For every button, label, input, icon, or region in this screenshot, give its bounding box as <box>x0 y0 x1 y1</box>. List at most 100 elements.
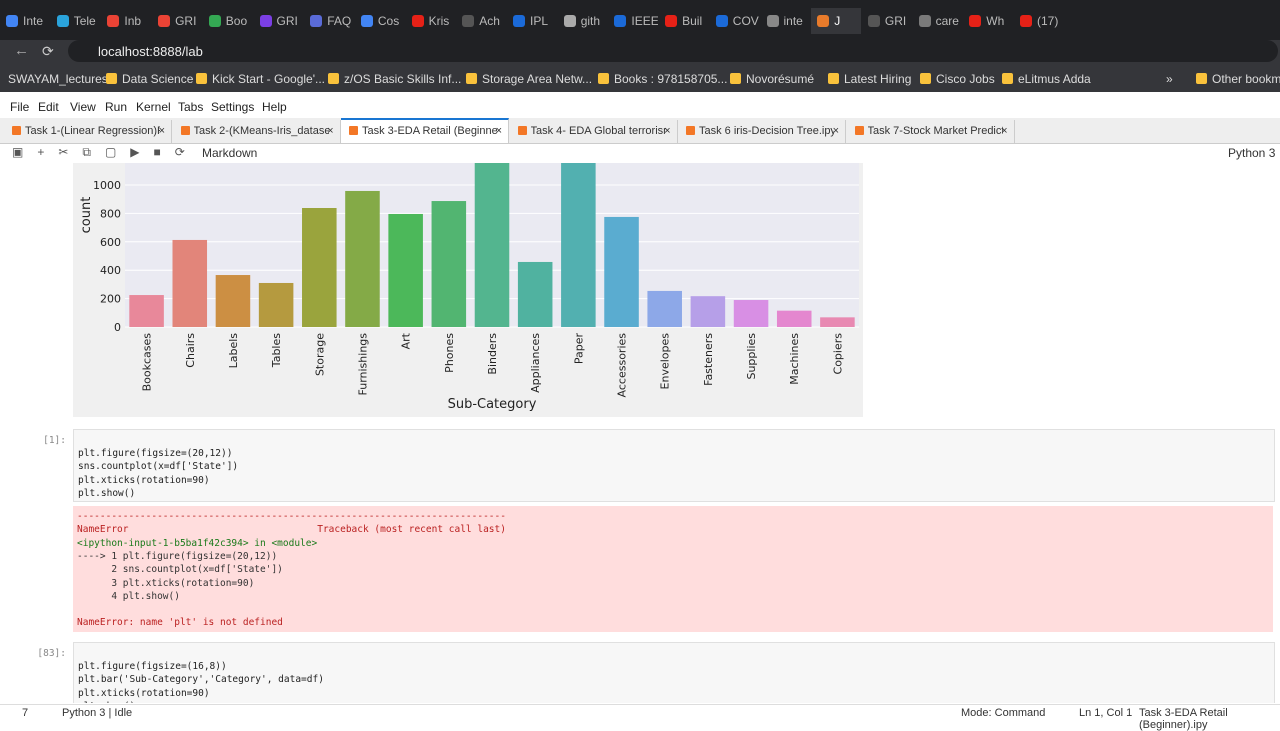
browser-tab[interactable]: J <box>811 8 862 34</box>
browser-tab[interactable]: Tele <box>51 8 101 34</box>
browser-tab[interactable]: Inb <box>101 8 151 34</box>
bookmark-icon <box>920 73 931 84</box>
tab-icon <box>107 15 120 27</box>
bookmark-label: SWAYAM_lectures <box>8 72 108 86</box>
other-bookmarks-label: Other bookma <box>1212 72 1280 86</box>
tab-title: gith <box>580 14 601 28</box>
tab-icon <box>310 15 323 27</box>
notebook-icon <box>686 126 695 135</box>
menu-item[interactable]: Edit <box>38 100 59 114</box>
close-icon[interactable]: × <box>495 125 502 137</box>
notebook-tab[interactable]: Task 2-(KMeans-Iris_dataset × <box>173 120 341 143</box>
menu-item[interactable]: View <box>70 100 96 114</box>
x-tick-label: Phones <box>443 333 456 373</box>
menu-item[interactable]: Tabs <box>178 100 204 114</box>
notebook-toolbar: ▣+✂⧉▢▶■⟳ Markdown Python 3 <box>0 143 1280 163</box>
notebook-icon <box>12 126 21 135</box>
error-message: NameError: name 'plt' is not defined <box>77 617 283 629</box>
code-line: plt.bar('Sub-Category','Category', data=… <box>78 674 324 686</box>
browser-tab[interactable]: gith <box>558 8 608 34</box>
terminal-count: 7 <box>22 707 29 719</box>
notebook-tab[interactable]: Task 3-EDA Retail (Beginner) × <box>341 118 509 143</box>
notebook-tab-title: Task 4- EDA Global terrorism <box>530 125 666 137</box>
kernel-status: Python 3 | Idle <box>62 707 133 719</box>
bookmark-label: Storage Area Netw... <box>482 72 593 86</box>
tab-title: (17) <box>1037 14 1059 28</box>
notebook-tab-title: Task 6 iris-Decision Tree.ipyr <box>699 125 834 137</box>
bookmark[interactable]: Latest Hiring <box>828 72 911 86</box>
bookmark[interactable]: eLitmus Adda <box>1002 72 1091 86</box>
x-tick-label: Copiers <box>831 333 844 375</box>
close-icon[interactable]: × <box>664 125 671 137</box>
bar <box>302 208 337 327</box>
url-box[interactable] <box>68 40 1278 62</box>
browser-tab[interactable]: GRI <box>862 8 912 34</box>
bookmark-overflow[interactable]: » <box>1166 72 1173 86</box>
code-cell[interactable]: plt.figure(figsize=(20,12)) sns.countplot… <box>73 429 1275 503</box>
bar <box>474 163 510 327</box>
browser-tab[interactable]: Cos <box>355 8 405 34</box>
notebook-tab[interactable]: Task 1-(Linear Regression)Pe × <box>4 120 172 143</box>
reload-icon[interactable]: ⟳ <box>42 43 54 59</box>
menu-item[interactable]: Kernel <box>136 100 171 114</box>
bookmark-label: Data Science <box>122 72 194 86</box>
browser-tab[interactable]: Buil <box>659 8 709 34</box>
x-tick-label: Chairs <box>184 333 197 368</box>
close-icon[interactable]: × <box>158 125 165 137</box>
x-tick-label: Storage <box>313 333 326 376</box>
bookmark[interactable]: Novorésumé <box>730 72 814 86</box>
browser-tab[interactable]: FAQ <box>304 8 354 34</box>
code-line: plt.figure(figsize=(20,12)) <box>78 448 233 459</box>
notebook-tab[interactable]: Task 6 iris-Decision Tree.ipyr × <box>678 120 846 143</box>
menu-item[interactable]: Help <box>262 100 287 114</box>
browser-tab[interactable]: inte <box>761 8 811 34</box>
close-icon[interactable]: × <box>832 125 839 137</box>
browser-tab-bar: Inte Tele Inb GRI Boo GRI FAQ Cos Kris Ach IPL gith… <box>0 0 1280 40</box>
bookmark-label: Novorésumé <box>746 72 815 86</box>
close-icon[interactable]: × <box>1001 125 1008 137</box>
notebook-tab[interactable]: Task 4- EDA Global terrorism × <box>510 120 678 143</box>
menu-item[interactable]: Run <box>105 100 128 114</box>
code-line: sns.countplot(x=df['State']) <box>78 461 239 473</box>
cell-type[interactable]: Markdown <box>202 146 258 160</box>
tab-icon <box>360 15 373 27</box>
x-tick-label: Art <box>400 332 413 349</box>
other-bookmarks[interactable]: Other bookma <box>1196 72 1280 86</box>
code-cell[interactable]: plt.figure(figsize=(16,8)) plt.bar('Sub-C… <box>73 642 1275 703</box>
browser-tab[interactable]: Ach <box>456 8 506 34</box>
browser-tab[interactable]: GRI <box>254 8 304 34</box>
code-line: plt.show() <box>78 700 1274 703</box>
menu-item[interactable]: Settings <box>211 100 255 114</box>
browser-tab[interactable]: IPL <box>507 8 557 34</box>
browser-tab[interactable]: (17) <box>1014 8 1064 34</box>
chart: 0 200 400 600 800 1000 count Sub-Category Bookca… <box>73 163 863 417</box>
menu-item[interactable]: File <box>10 100 30 114</box>
browser-tab[interactable]: Wh <box>963 8 1013 34</box>
tab-title: GRI <box>276 14 298 28</box>
bookmark[interactable]: SWAYAM_lectures <box>8 72 108 86</box>
tab-icon <box>158 15 171 27</box>
tab-icon <box>259 15 272 27</box>
tab-icon <box>766 15 779 27</box>
browser-tab[interactable]: care <box>913 8 963 34</box>
bookmark[interactable]: Books : 978158705... <box>598 72 727 86</box>
tab-title: inte <box>783 14 803 28</box>
browser-tab[interactable]: COV <box>710 8 760 34</box>
cursor-position: Ln 1, Col 1 <box>1079 707 1133 719</box>
browser-tab[interactable]: GRI <box>152 8 202 34</box>
bookmark[interactable]: Storage Area Netw... <box>466 72 592 86</box>
bookmark[interactable]: z/OS Basic Skills Inf... <box>328 72 461 86</box>
notebook-tab[interactable]: Task 7-Stock Market Predicti × <box>847 120 1015 143</box>
toolbar-icons[interactable]: ▣+✂⧉▢▶■⟳ <box>12 145 199 159</box>
bookmark[interactable]: Data Science <box>106 72 193 86</box>
bookmark[interactable]: Kick Start - Google'... <box>196 72 325 86</box>
browser-tab[interactable]: IEEE <box>608 8 658 34</box>
browser-tab[interactable]: Boo <box>203 8 253 34</box>
bookmark[interactable]: Cisco Jobs <box>920 72 995 86</box>
y-tick-label: 200 <box>100 293 121 306</box>
close-icon[interactable]: × <box>327 125 334 137</box>
back-icon[interactable]: ← <box>14 42 29 59</box>
browser-tab[interactable]: Inte <box>0 8 50 34</box>
browser-tab[interactable]: Kris <box>406 8 456 34</box>
bar <box>388 213 423 327</box>
